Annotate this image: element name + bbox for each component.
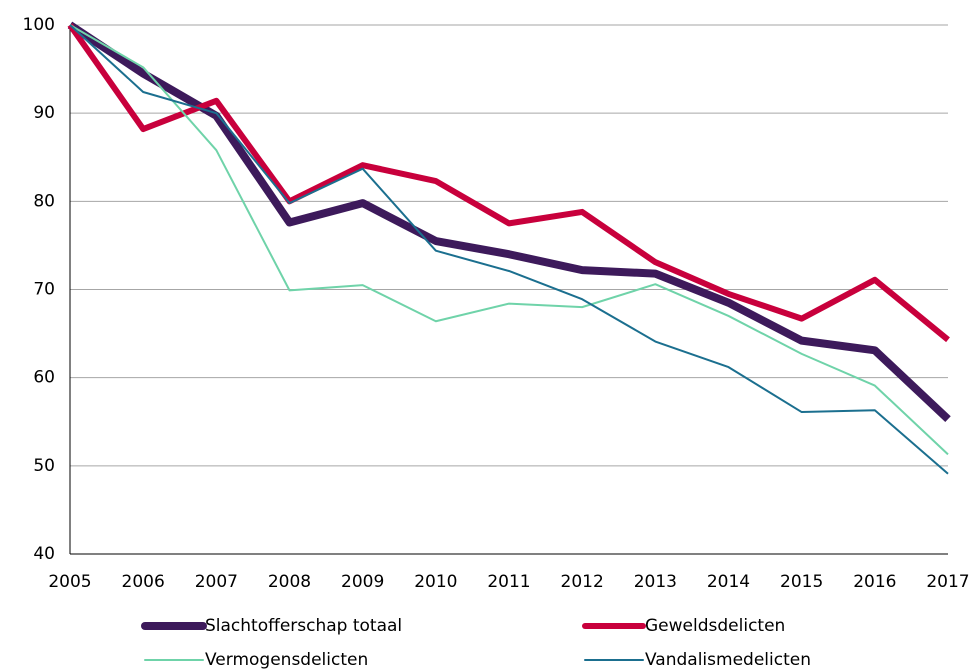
x-tick-label: 2009 <box>341 572 384 592</box>
y-tick-label: 70 <box>33 280 55 300</box>
x-tick-label: 2011 <box>487 572 530 592</box>
legend-label: Geweldsdelicten <box>645 616 785 636</box>
x-tick-label: 2006 <box>122 572 165 592</box>
legend-label: Vermogensdelicten <box>205 650 368 670</box>
y-tick-label: 50 <box>33 456 55 476</box>
y-tick-label: 60 <box>33 368 55 388</box>
x-tick-label: 2007 <box>195 572 238 592</box>
series-line <box>69 24 949 456</box>
series-line <box>67 21 951 423</box>
legend-label: Slachtofferschap totaal <box>205 616 402 636</box>
x-tick-label: 2017 <box>926 572 969 592</box>
series-line <box>67 23 950 343</box>
x-tick-label: 2012 <box>561 572 604 592</box>
legend-label: Vandalismedelicten <box>645 650 811 670</box>
x-tick-label: 2005 <box>48 572 91 592</box>
series-line <box>69 24 949 475</box>
x-tick-label: 2008 <box>268 572 311 592</box>
y-tick-label: 100 <box>23 15 55 35</box>
x-tick-label: 2015 <box>780 572 823 592</box>
y-tick-label: 40 <box>33 544 55 564</box>
x-tick-label: 2014 <box>707 572 750 592</box>
x-tick-label: 2016 <box>853 572 896 592</box>
y-tick-label: 90 <box>33 103 55 123</box>
x-tick-label: 2010 <box>414 572 457 592</box>
x-tick-label: 2013 <box>634 572 677 592</box>
y-tick-label: 80 <box>33 191 55 211</box>
